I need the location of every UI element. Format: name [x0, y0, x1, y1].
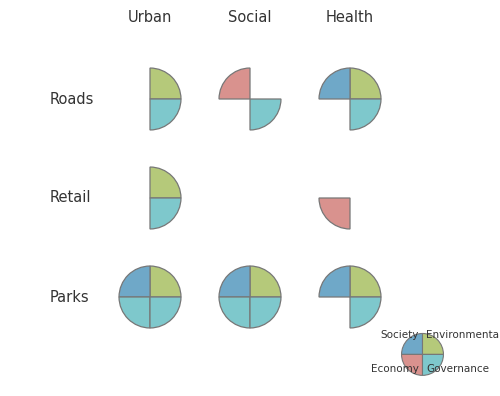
Wedge shape — [350, 297, 381, 328]
Wedge shape — [219, 266, 250, 297]
Wedge shape — [250, 99, 281, 130]
Wedge shape — [250, 297, 281, 328]
Wedge shape — [319, 266, 350, 297]
Text: Roads: Roads — [50, 91, 94, 107]
Wedge shape — [319, 68, 350, 99]
Wedge shape — [150, 297, 181, 328]
Wedge shape — [150, 99, 181, 130]
Text: Urban: Urban — [128, 10, 172, 25]
Wedge shape — [350, 266, 381, 297]
Wedge shape — [402, 354, 422, 375]
Text: Governance: Governance — [426, 364, 489, 375]
Text: Social: Social — [228, 10, 272, 25]
Text: Parks: Parks — [50, 289, 90, 305]
Text: Health: Health — [326, 10, 374, 25]
Wedge shape — [150, 68, 181, 99]
Wedge shape — [422, 354, 444, 375]
Wedge shape — [219, 68, 250, 99]
Wedge shape — [350, 68, 381, 99]
Text: Economy: Economy — [371, 364, 419, 375]
Text: Environmental: Environmental — [426, 330, 500, 341]
Wedge shape — [150, 198, 181, 229]
Wedge shape — [219, 297, 250, 328]
Text: Retail: Retail — [50, 190, 92, 206]
Wedge shape — [422, 333, 444, 354]
Text: Society: Society — [380, 330, 419, 341]
Wedge shape — [402, 333, 422, 354]
Wedge shape — [150, 167, 181, 198]
Wedge shape — [250, 266, 281, 297]
Wedge shape — [150, 266, 181, 297]
Wedge shape — [119, 266, 150, 297]
Wedge shape — [319, 198, 350, 229]
Wedge shape — [350, 99, 381, 130]
Wedge shape — [119, 297, 150, 328]
